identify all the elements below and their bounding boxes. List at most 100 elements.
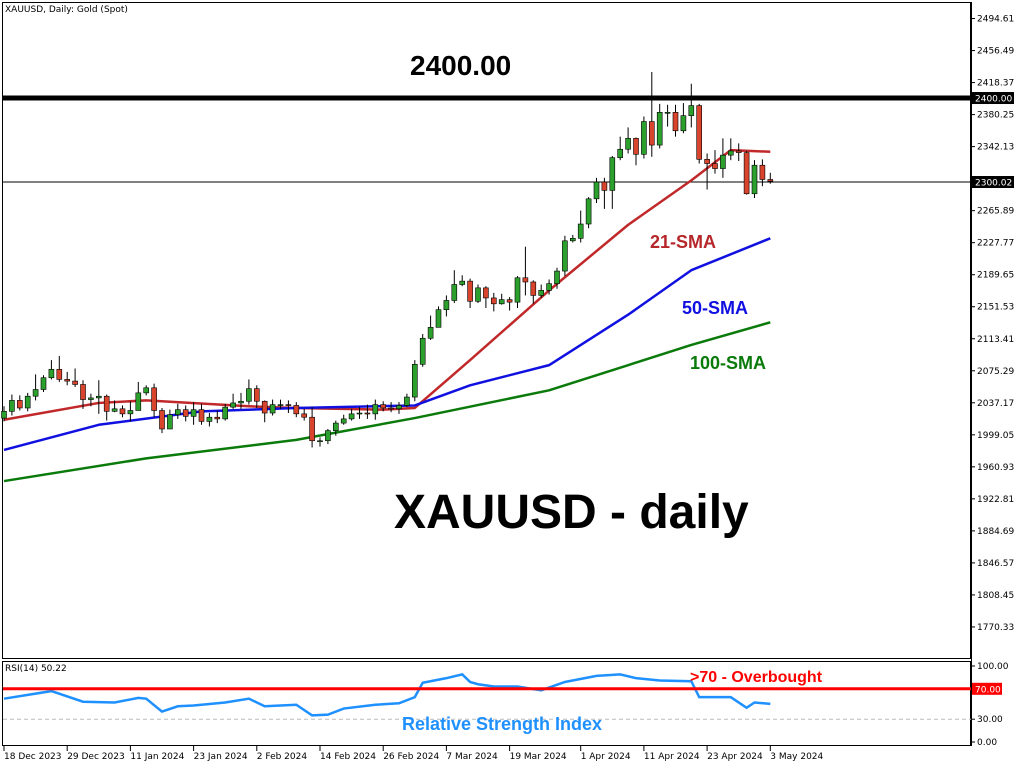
candle-body: [633, 138, 639, 155]
candle-body: [712, 163, 718, 169]
candle-body: [198, 409, 205, 422]
x-tick-label: 18 Dec 2023: [4, 752, 62, 762]
candle-body: [332, 422, 339, 431]
sma-line-100-sma: [3, 321, 771, 483]
candle-body: [490, 297, 497, 305]
candle-body: [48, 369, 55, 379]
rsi-level-tag: [972, 682, 1002, 695]
sma21-label: 21-SMA: [650, 232, 716, 252]
y-tick-label: 2456.49: [977, 47, 1014, 57]
y-tick-label: 2265.89: [977, 207, 1014, 217]
candle-body: [143, 387, 149, 394]
candle-body: [230, 402, 236, 408]
candle-body: [672, 111, 679, 132]
candle-body: [601, 181, 608, 191]
candle-body: [585, 198, 592, 225]
candle-body: [80, 384, 86, 400]
candle-body: [554, 270, 560, 284]
candle-body: [411, 363, 418, 398]
candle-body: [16, 400, 23, 409]
candle-body: [759, 164, 766, 180]
candle-body: [443, 300, 450, 310]
sma100-label: 100-SMA: [690, 353, 766, 373]
y-tick-label: 1922.81: [977, 495, 1014, 505]
chart-caption: XAUUSD - daily: [394, 486, 749, 539]
x-tick-label: 14 Feb 2024: [320, 752, 376, 762]
candle-body: [88, 397, 94, 400]
candle-body: [246, 388, 252, 402]
candle-body: [182, 409, 189, 417]
candle-body: [506, 299, 513, 303]
sma-line-50-sma: [3, 237, 771, 452]
candle-body: [167, 414, 173, 430]
candle-body: [625, 138, 631, 150]
rsi-title: RSI(14) 50.22: [5, 664, 67, 674]
candle-body: [498, 299, 505, 305]
y-tick-label: 2189.65: [977, 271, 1014, 281]
y-tick-label: 2113.41: [977, 335, 1014, 345]
y-tick-label: 2418.37: [977, 79, 1014, 89]
y-tick-label: 2380.25: [977, 111, 1014, 121]
x-tick-label: 7 Mar 2024: [446, 752, 498, 762]
rsi-y-tick-label: 0.00: [977, 738, 997, 748]
candle-body: [348, 413, 355, 420]
x-tick-label: 23 Apr 2024: [707, 752, 763, 762]
candle-body: [40, 377, 47, 390]
candle-body: [696, 105, 703, 160]
price-panel: [2, 2, 971, 659]
candle-body: [56, 369, 63, 380]
candle-body: [119, 408, 126, 415]
candle-body: [767, 179, 774, 182]
candle-body: [301, 413, 308, 418]
candle-body: [222, 406, 228, 420]
y-tick-label: 2494.61: [977, 15, 1014, 25]
candle-body: [9, 400, 15, 412]
x-tick-label: 26 Feb 2024: [383, 752, 439, 762]
candle-body: [340, 418, 347, 424]
candle-body: [159, 410, 165, 430]
candle-body: [680, 115, 687, 132]
y-tick-label: 1846.57: [977, 559, 1014, 569]
candle-body: [648, 121, 655, 146]
price-line-tag-label: 2400.00: [975, 95, 1012, 105]
candle-body: [569, 237, 576, 242]
candle-body: [151, 387, 157, 411]
candle-body: [593, 181, 600, 200]
candle-body: [1, 411, 7, 419]
candle-body: [206, 416, 213, 422]
sma50-label: 50-SMA: [682, 298, 748, 318]
y-tick-label: 2037.17: [977, 399, 1014, 409]
candle-body: [127, 410, 134, 415]
x-tick-label: 23 Jan 2024: [194, 752, 248, 762]
candle-body: [751, 164, 758, 195]
candle-body: [214, 416, 221, 420]
y-tick-label: 1808.45: [977, 591, 1014, 601]
candle-body: [372, 404, 379, 415]
candle-body: [427, 327, 434, 339]
y-tick-label: 1884.69: [977, 527, 1014, 537]
price-line-tag-label: 2300.02: [975, 179, 1012, 189]
y-tick-label: 2075.29: [977, 367, 1014, 377]
candle-body: [483, 287, 489, 299]
candle-body: [325, 430, 331, 442]
price-line-tag: [972, 176, 1014, 188]
x-tick-label: 19 Mar 2024: [510, 752, 567, 762]
candle-body: [269, 404, 276, 414]
candle-body: [419, 337, 426, 365]
candle-body: [664, 111, 671, 114]
candle-body: [388, 407, 394, 410]
candle-body: [293, 405, 300, 415]
candle-body: [175, 409, 181, 415]
candle-body: [103, 395, 110, 412]
candle-body: [435, 309, 442, 328]
candle-body: [396, 405, 402, 410]
candle-body: [656, 111, 663, 146]
candle-body: [285, 404, 292, 406]
candle-body: [364, 412, 371, 415]
candle-body: [459, 280, 466, 285]
candle-body: [546, 283, 552, 291]
candle-body: [538, 290, 545, 296]
candle-body: [720, 154, 726, 169]
y-tick-label: 1960.93: [977, 463, 1014, 473]
